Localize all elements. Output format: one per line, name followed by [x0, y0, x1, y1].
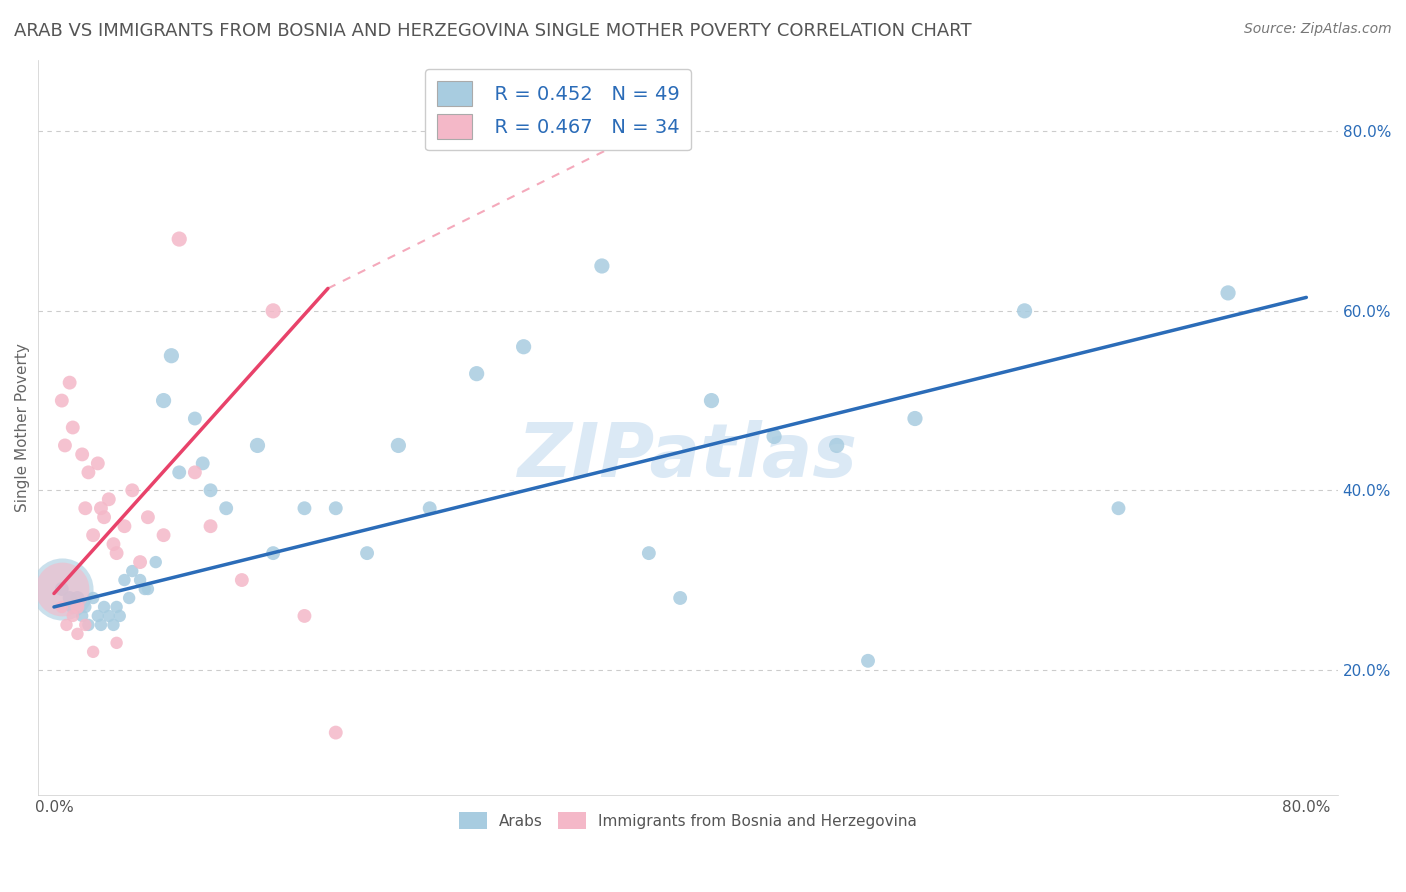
Point — [87, 609, 110, 624]
Point — [108, 609, 131, 624]
Point — [103, 537, 125, 551]
Point — [215, 501, 238, 516]
Point — [325, 501, 347, 516]
Point — [136, 582, 159, 596]
Point — [97, 609, 120, 624]
Point — [51, 582, 73, 596]
Point — [87, 456, 110, 470]
Point — [465, 367, 488, 381]
Point — [231, 573, 253, 587]
Point — [105, 599, 128, 614]
Point — [700, 393, 723, 408]
Point — [591, 259, 613, 273]
Point — [904, 411, 927, 425]
Point — [669, 591, 692, 605]
Text: ARAB VS IMMIGRANTS FROM BOSNIA AND HERZEGOVINA SINGLE MOTHER POVERTY CORRELATION: ARAB VS IMMIGRANTS FROM BOSNIA AND HERZE… — [14, 22, 972, 40]
Point — [167, 466, 190, 480]
Point — [856, 654, 879, 668]
Point — [66, 627, 89, 641]
Point — [97, 492, 120, 507]
Point — [66, 591, 89, 605]
Point — [200, 519, 222, 533]
Point — [152, 393, 174, 408]
Point — [246, 438, 269, 452]
Point — [70, 447, 93, 461]
Point — [200, 483, 222, 498]
Point — [66, 599, 89, 614]
Point — [93, 510, 115, 524]
Point — [356, 546, 378, 560]
Point — [62, 609, 84, 624]
Point — [512, 340, 534, 354]
Point — [387, 438, 409, 452]
Point — [75, 618, 97, 632]
Point — [51, 582, 73, 596]
Point — [184, 411, 207, 425]
Point — [1216, 285, 1239, 300]
Point — [82, 645, 104, 659]
Point — [825, 438, 848, 452]
Point — [75, 599, 97, 614]
Point — [1014, 303, 1036, 318]
Point — [294, 501, 316, 516]
Point — [262, 546, 284, 560]
Point — [77, 618, 100, 632]
Point — [121, 483, 143, 498]
Point — [184, 466, 207, 480]
Point — [103, 618, 125, 632]
Legend: Arabs, Immigrants from Bosnia and Herzegovina: Arabs, Immigrants from Bosnia and Herzeg… — [453, 805, 922, 836]
Point — [59, 376, 82, 390]
Point — [114, 573, 136, 587]
Point — [62, 420, 84, 434]
Point — [90, 501, 112, 516]
Point — [121, 564, 143, 578]
Point — [325, 725, 347, 739]
Point — [145, 555, 167, 569]
Point — [152, 528, 174, 542]
Point — [160, 349, 183, 363]
Point — [70, 609, 93, 624]
Point — [82, 528, 104, 542]
Point — [118, 591, 141, 605]
Point — [82, 591, 104, 605]
Point — [77, 466, 100, 480]
Point — [62, 599, 84, 614]
Point — [129, 555, 152, 569]
Point — [51, 393, 73, 408]
Point — [51, 599, 73, 614]
Point — [637, 546, 659, 560]
Point — [1108, 501, 1130, 516]
Point — [262, 303, 284, 318]
Point — [114, 519, 136, 533]
Point — [105, 636, 128, 650]
Point — [53, 438, 76, 452]
Text: Source: ZipAtlas.com: Source: ZipAtlas.com — [1244, 22, 1392, 37]
Point — [134, 582, 156, 596]
Point — [419, 501, 441, 516]
Point — [105, 546, 128, 560]
Point — [763, 429, 786, 443]
Point — [294, 609, 316, 624]
Point — [90, 618, 112, 632]
Point — [191, 456, 214, 470]
Point — [55, 618, 77, 632]
Point — [136, 510, 159, 524]
Point — [59, 591, 82, 605]
Point — [167, 232, 190, 246]
Point — [51, 582, 73, 596]
Point — [129, 573, 152, 587]
Text: ZIPatlas: ZIPatlas — [517, 420, 858, 493]
Point — [93, 599, 115, 614]
Y-axis label: Single Mother Poverty: Single Mother Poverty — [15, 343, 30, 512]
Point — [75, 501, 97, 516]
